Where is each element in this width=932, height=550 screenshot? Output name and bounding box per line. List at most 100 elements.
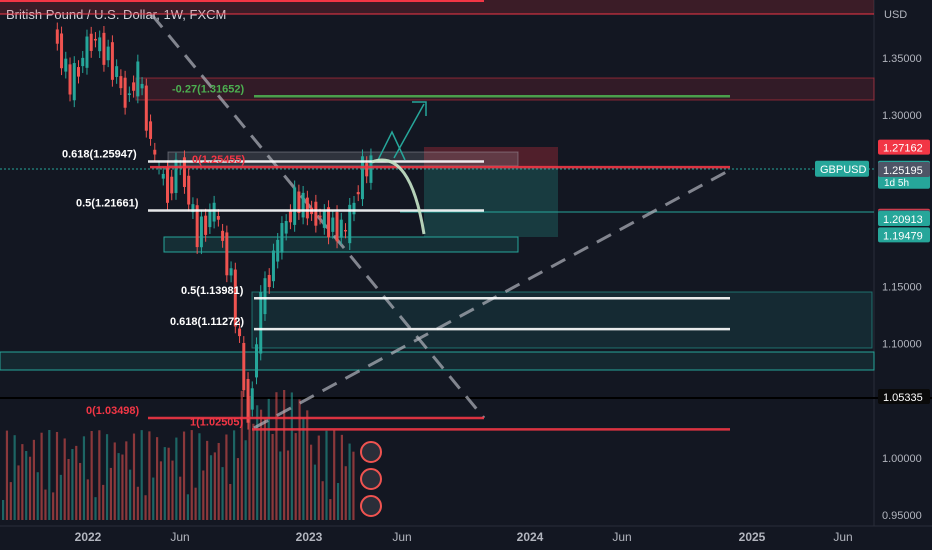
volume-bar (348, 443, 351, 520)
candle (93, 38, 97, 41)
candle (144, 85, 148, 131)
volume-bar (317, 435, 320, 520)
price-label-sub: 1d 5h (884, 178, 909, 189)
volume-bar (40, 432, 43, 520)
candle (195, 205, 199, 248)
volume-bar (86, 479, 89, 520)
volume-bar (59, 474, 62, 520)
volume-bar (52, 492, 55, 520)
volume-bar (221, 467, 224, 520)
candle (352, 202, 356, 215)
candle (149, 121, 153, 139)
candle (170, 176, 174, 194)
volume-bar (32, 439, 35, 520)
volume-bar (213, 452, 216, 520)
x-tick-label: Jun (170, 530, 189, 544)
fib-level-label: 0.5(1.21661) (76, 197, 139, 209)
volume-bar (175, 437, 178, 520)
candle (161, 173, 165, 179)
volume-bar (17, 465, 20, 520)
candle (119, 76, 123, 89)
volume-bar (167, 447, 170, 520)
volume-bar (98, 430, 101, 520)
volume-bar (55, 431, 59, 520)
candle (322, 210, 326, 228)
fib-level-label: 0.618(1.11272) (170, 316, 244, 328)
candle (301, 192, 305, 218)
x-tick-label: 2024 (517, 530, 544, 544)
fib-level-label: -0.27(1.31652) (172, 83, 244, 95)
volume-bar (129, 469, 132, 520)
candle (68, 64, 72, 95)
volume-bar (28, 456, 32, 520)
candle (267, 274, 271, 288)
candle (98, 37, 102, 52)
volume-bar (302, 417, 305, 520)
volume-bar (5, 430, 9, 520)
volume-bar (217, 442, 220, 520)
volume-bar (163, 447, 166, 520)
x-tick-label: 2025 (739, 530, 766, 544)
candle (360, 156, 364, 200)
volume-bar (102, 484, 105, 520)
candle (199, 216, 203, 248)
volume-bar (244, 440, 247, 520)
candle (339, 219, 343, 238)
volume-bar (310, 444, 313, 520)
candle (331, 217, 335, 232)
volume-bar (298, 399, 301, 520)
volume-bar (267, 398, 270, 520)
candle (115, 66, 119, 77)
volume-bar (125, 441, 128, 520)
event-icon (360, 495, 382, 517)
volume-bar (259, 409, 263, 520)
volume-bar (240, 390, 243, 520)
volume-bar (179, 476, 182, 520)
volume-bar (336, 483, 340, 520)
candle (293, 187, 297, 225)
candle (259, 291, 263, 354)
candle (60, 33, 64, 69)
volume-bar (63, 438, 66, 520)
volume-bar (209, 455, 213, 520)
candle (182, 157, 186, 187)
candle (242, 342, 246, 391)
volume-bar (313, 464, 317, 520)
volume-bar (2, 500, 5, 520)
candle (365, 163, 369, 177)
volume-bar (198, 433, 201, 520)
candle (255, 344, 259, 378)
volume-bar (190, 430, 193, 520)
price-label: 1.05335 (883, 392, 923, 404)
candle (85, 36, 89, 68)
support-zone-lower (251, 291, 873, 349)
fib-level-label: 0(1.25455) (192, 154, 246, 166)
volume-bar (67, 459, 70, 520)
projection-curve (371, 158, 426, 235)
volume-bar (236, 458, 240, 520)
volume-bar (283, 390, 286, 520)
volume-bar (105, 434, 109, 520)
candle (166, 167, 170, 203)
y-tick-label: 1.30000 (882, 110, 922, 122)
volume-bar (275, 392, 278, 520)
volume-bar (113, 442, 116, 520)
candle (229, 268, 233, 276)
volume-bar (75, 445, 78, 520)
candle (335, 212, 339, 242)
volume-bar (186, 494, 189, 520)
volume-bar (286, 450, 290, 520)
volume-bar (344, 466, 347, 520)
volume-bar (156, 437, 159, 520)
volume-bar (44, 489, 47, 520)
candle (204, 215, 208, 235)
candle (318, 215, 322, 218)
volume-bar (94, 497, 97, 520)
volume-bar (263, 418, 266, 520)
fib-level-label: 0(1.03498) (86, 405, 140, 417)
price-label-box (878, 162, 930, 178)
volume-bar (36, 472, 39, 520)
candle (76, 67, 80, 77)
volume-bar (333, 430, 336, 520)
